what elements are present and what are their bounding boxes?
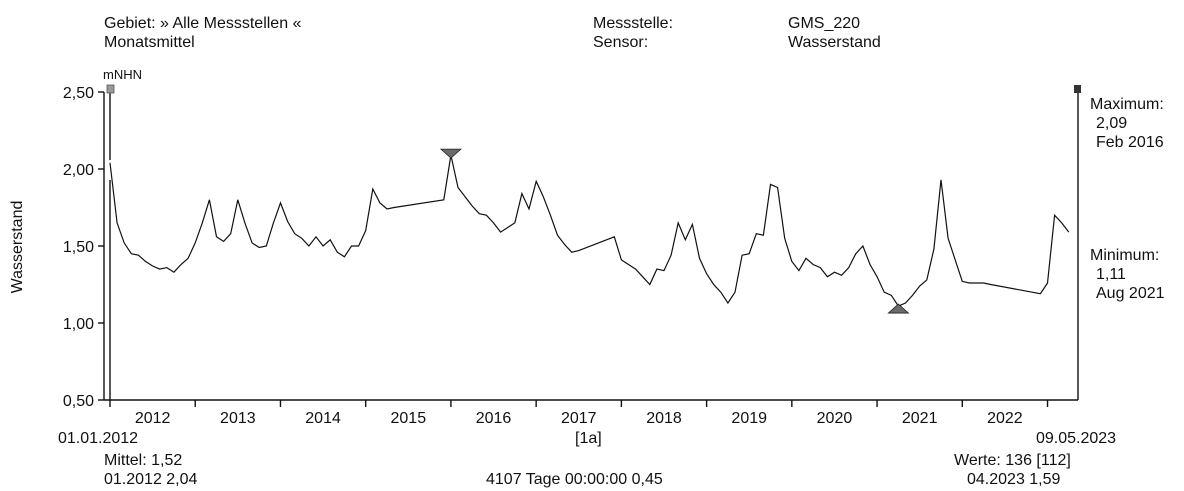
sensor-value: Wasserstand — [788, 34, 881, 51]
max-marker — [439, 148, 462, 159]
y-tick-label: 2,00 — [63, 162, 94, 179]
x-tick-label: 2013 — [220, 410, 256, 427]
interval-label: [1a] — [575, 430, 602, 447]
aggregation-label: Monatsmittel — [104, 34, 195, 51]
last-value: 04.2023 1,59 — [967, 471, 1061, 488]
min-date: Aug 2021 — [1096, 285, 1165, 302]
min-value: 1,11 — [1096, 266, 1126, 283]
end-marker-handle[interactable] — [1074, 85, 1081, 93]
x-tick-label: 2015 — [391, 410, 427, 427]
mean-value: Mittel: 1,52 — [104, 452, 183, 469]
min-marker — [887, 303, 910, 314]
y-tick-label: 2,50 — [63, 85, 94, 102]
span-info: 4107 Tage 00:00:00 0,45 — [486, 471, 663, 488]
x-tick-label: 2021 — [902, 410, 938, 427]
station-label: Messstelle: — [593, 15, 674, 32]
x-ticks: 2012 2013 2014 2015 2016 2017 2018 2019 2020 2021… — [109, 400, 1049, 427]
start-date: 01.01.2012 — [58, 430, 139, 447]
first-value: 01.2012 2,04 — [104, 471, 198, 488]
series-line-wasserstand — [109, 154, 1070, 307]
y-tick-label: 0,50 — [63, 393, 94, 410]
y-axis-label: Wasserstand — [9, 201, 26, 294]
station-value: GMS_220 — [788, 15, 861, 32]
x-tick-label: 2019 — [731, 410, 767, 427]
x-tick-label: 2018 — [646, 410, 682, 427]
unit-label: mNHN — [103, 67, 142, 82]
x-tick-label: 2014 — [305, 410, 341, 427]
max-value: 2,09 — [1096, 115, 1128, 132]
x-tick-label: 2020 — [817, 410, 853, 427]
end-date: 09.05.2023 — [1036, 430, 1117, 447]
min-label: Minimum: — [1090, 247, 1160, 264]
x-tick-label: 2012 — [135, 410, 171, 427]
start-marker-handle[interactable] — [106, 84, 115, 94]
y-ticks: 2,50 2,00 1,50 1,00 0,50 — [63, 85, 104, 410]
x-tick-label: 2016 — [476, 410, 512, 427]
max-label: Maximum: — [1090, 96, 1164, 113]
sensor-label: Sensor: — [593, 34, 649, 51]
x-tick-label: 2017 — [561, 410, 597, 427]
x-tick-label: 2022 — [987, 410, 1023, 427]
y-tick-label: 1,00 — [63, 316, 94, 333]
y-tick-label: 1,50 — [63, 239, 94, 256]
max-date: Feb 2016 — [1096, 134, 1164, 151]
value-count: Werte: 136 [112] — [954, 452, 1071, 469]
area-label: Gebiet: » Alle Messstellen « — [104, 15, 302, 32]
